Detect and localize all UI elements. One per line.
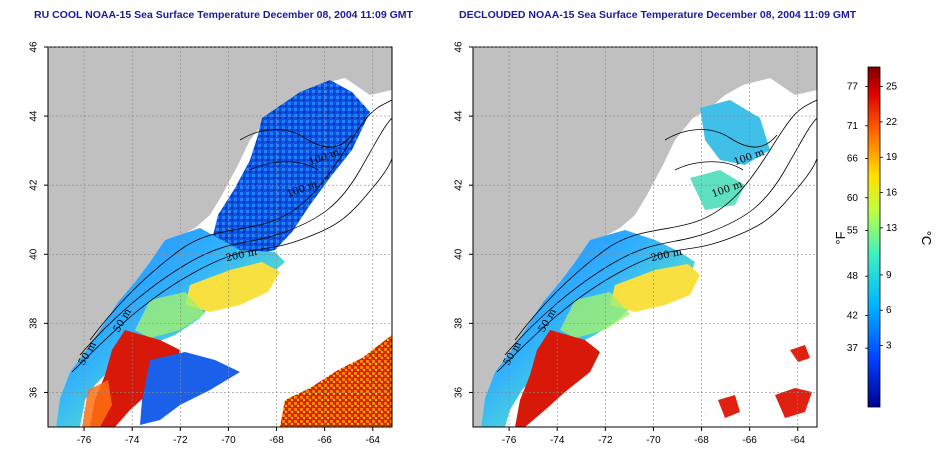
colorbar-ticks: 77 71 66 60 55 48 42 37 25 22 19 16 13 9 6 3 <box>847 82 898 355</box>
lon-tick-label: -72 <box>173 435 188 446</box>
colorbar-f-label: 71 <box>847 121 859 132</box>
lat-tick-label: 42 <box>454 179 465 191</box>
colorbar-fahrenheit-label: °F <box>833 231 848 244</box>
lat-tick-label: 40 <box>29 248 40 260</box>
lon-tick-label: -72 <box>598 435 613 446</box>
left-cold-water <box>210 80 370 258</box>
colorbar-f-label: 60 <box>847 193 859 204</box>
colorbar-c-label: 16 <box>886 188 898 199</box>
colorbar-f-label: 66 <box>847 154 859 165</box>
colorbar-celsius-label: °C <box>919 231 934 246</box>
colorbar-c-label: 19 <box>886 152 898 163</box>
left-gulf-stream <box>90 330 180 427</box>
colorbar <box>867 66 881 408</box>
left-blue-streamer <box>140 352 240 425</box>
lat-tick-label: 36 <box>29 386 40 398</box>
left-map <box>48 47 392 427</box>
lat-tick-label: 38 <box>454 317 465 329</box>
left-land <box>48 47 392 427</box>
axis-tick-labels: -76 -74 -72 -70 -68 -66 -64 46 44 42 40 38 36 -76 -74 -… <box>29 41 806 446</box>
right-gulf-stream <box>515 330 600 427</box>
lat-tick-label: 46 <box>454 41 465 53</box>
lon-tick-label: -66 <box>742 435 757 446</box>
colorbar-c-label: 9 <box>886 270 892 281</box>
colorbar-f-label: 77 <box>847 82 859 93</box>
lat-tick-label: 36 <box>454 386 465 398</box>
right-warm-slope <box>610 264 700 312</box>
lon-tick-label: -68 <box>694 435 709 446</box>
lat-tick-label: 44 <box>454 110 465 122</box>
lon-tick-label: -68 <box>269 435 284 446</box>
right-green-band <box>560 292 630 338</box>
right-panel-title: DECLOUDED NOAA-15 Sea Surface Temperatur… <box>459 9 857 21</box>
lon-tick-label: -76 <box>77 435 92 446</box>
lat-tick-label: 42 <box>29 179 40 191</box>
colorbar-f-label: 55 <box>847 225 859 236</box>
left-gulf-stream-orange <box>82 380 112 427</box>
left-se-warm <box>280 335 392 427</box>
right-bathymetry-contours <box>496 99 817 373</box>
colorbar-c-label: 22 <box>886 117 898 128</box>
lon-tick-label: -70 <box>221 435 236 446</box>
colorbar-c-label: 3 <box>886 341 892 352</box>
right-map <box>473 47 817 427</box>
left-bathymetry-contours <box>71 99 392 373</box>
right-se-warm-1 <box>718 395 740 418</box>
colorbar-c-label: 6 <box>886 305 892 316</box>
lon-tick-label: -64 <box>791 435 806 446</box>
graticule-grid <box>48 46 817 427</box>
colorbar-f-label: 37 <box>847 343 859 354</box>
lat-tick-label: 44 <box>29 110 40 122</box>
left-warm-slope <box>185 262 280 312</box>
lat-tick-label: 46 <box>29 41 40 53</box>
right-se-warm-2 <box>775 388 812 418</box>
left-green-band <box>135 292 205 338</box>
right-land <box>473 47 817 427</box>
lon-tick-label: -64 <box>366 435 381 446</box>
lon-tick-label: -70 <box>646 435 661 446</box>
lon-tick-label: -76 <box>502 435 517 446</box>
right-se-warm-3 <box>790 345 810 362</box>
colorbar-f-label: 42 <box>847 310 859 321</box>
lon-tick-label: -66 <box>317 435 332 446</box>
lon-tick-label: -74 <box>125 435 140 446</box>
colorbar-c-label: 25 <box>886 82 898 93</box>
colorbar-c-label: 13 <box>886 223 898 234</box>
left-panel-title: RU COOL NOAA-15 Sea Surface Temperature … <box>34 9 413 21</box>
lat-tick-label: 38 <box>29 317 40 329</box>
lon-tick-label: -74 <box>550 435 565 446</box>
lat-tick-label: 40 <box>454 248 465 260</box>
colorbar-f-label: 48 <box>847 271 859 282</box>
